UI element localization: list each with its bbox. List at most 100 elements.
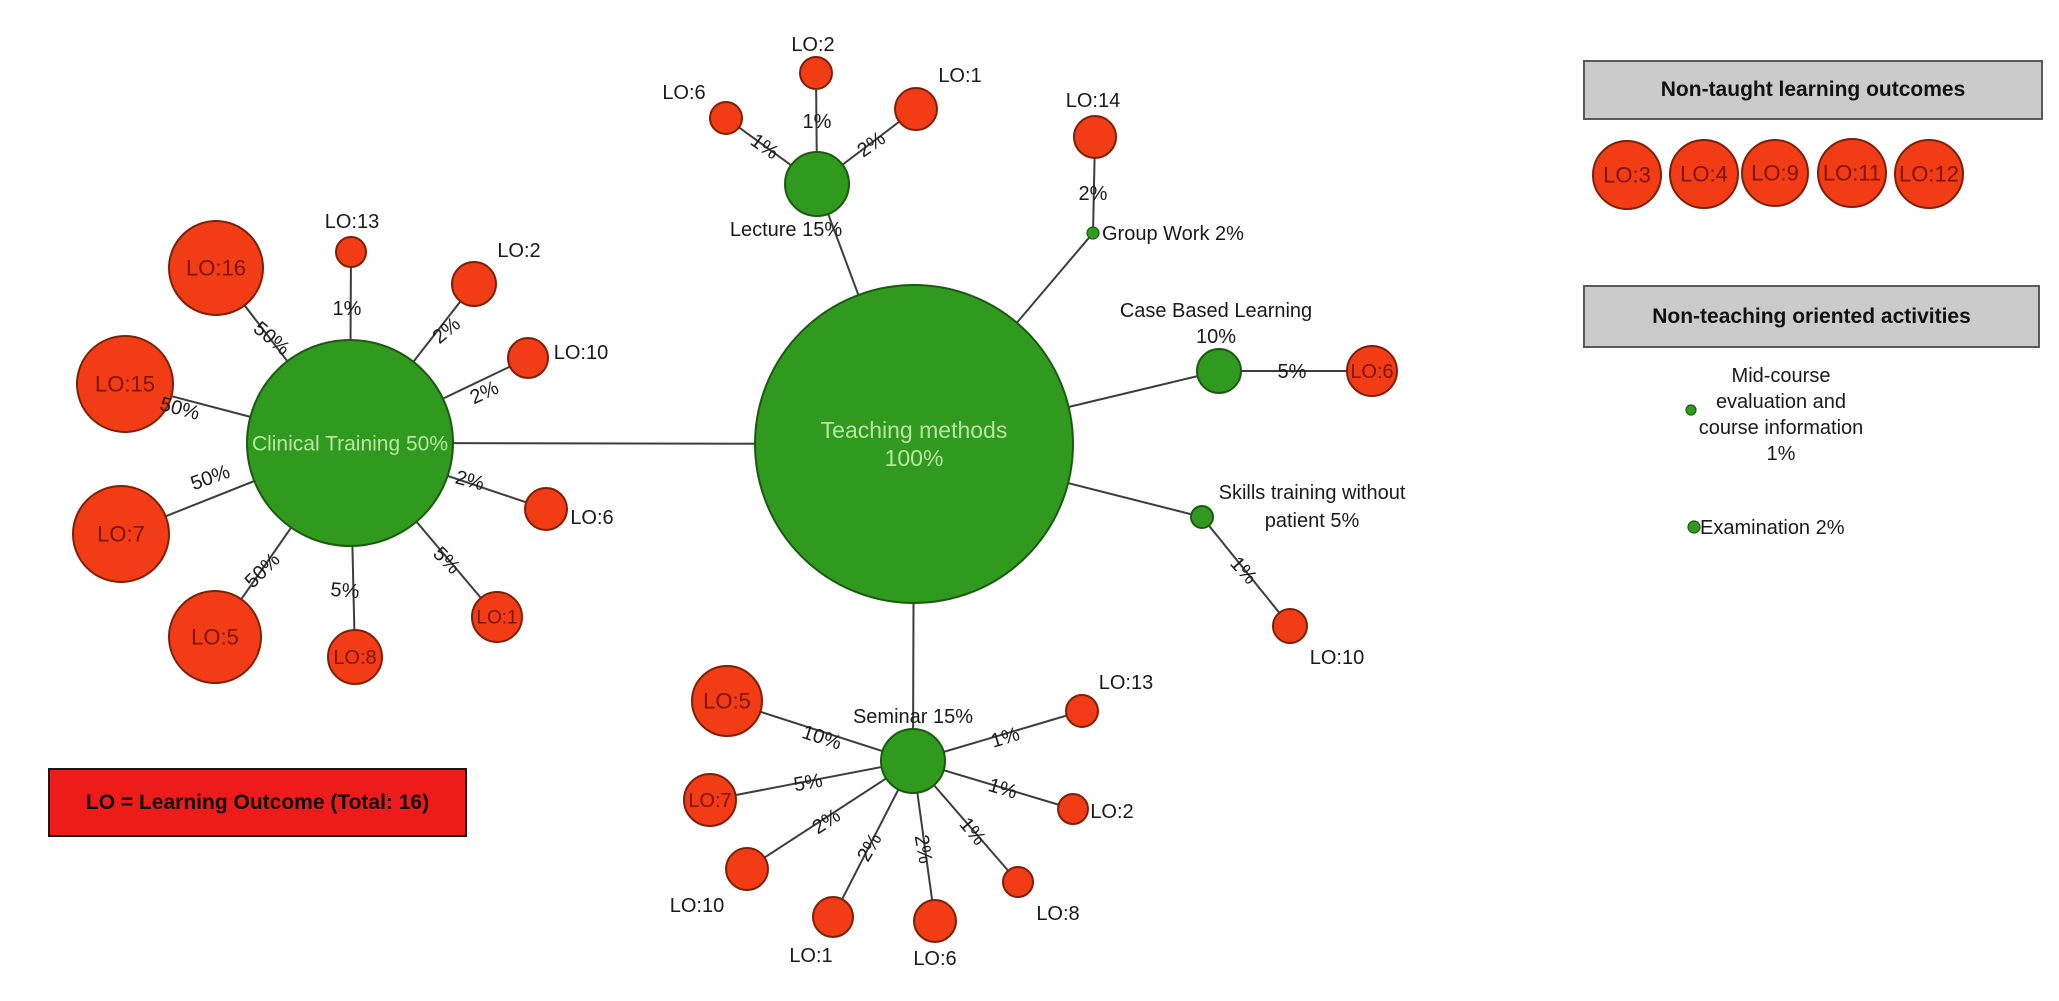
edge-label-seminar-se_lo13: 1%	[988, 723, 1022, 753]
node-se_lo10	[725, 847, 769, 891]
label-s_lo10: LO:10	[1310, 647, 1364, 669]
label-se_lo13: LO:13	[1099, 672, 1153, 694]
node-lecture	[784, 151, 850, 217]
node-clinical	[246, 339, 454, 547]
label-teaching-line1: 100%	[885, 445, 944, 471]
node-l_lo2	[799, 56, 833, 90]
label-c_lo5: LO:5	[191, 625, 239, 650]
labels-layer: 2%5%1%50%50%50%50% 5%5%1%2%2%2%1%1% 2%10%5…	[95, 34, 1959, 970]
edge-label-clinical-c_lo7: 50%	[188, 461, 233, 495]
edge-skills-s_lo10	[1201, 516, 1291, 627]
label-c_lo15: LO:15	[95, 372, 155, 397]
edge-seminar-se_lo10	[746, 760, 914, 870]
node-l_lo6	[709, 101, 743, 135]
label-skills-line0: Skills training without	[1219, 482, 1406, 504]
label-se_lo6: LO:6	[913, 948, 956, 970]
label-p_lo3: LO:3	[1603, 163, 1651, 188]
node-c_lo6	[524, 487, 568, 531]
node-cbl	[1196, 348, 1242, 394]
label-cb_lo6: LO:6	[1350, 361, 1393, 383]
edge-label-seminar-se_lo2: 1%	[986, 774, 1020, 804]
edge-label-groupwork-g_lo14: 2%	[1079, 183, 1108, 205]
node-skills	[1190, 505, 1214, 529]
node-c_lo15	[76, 335, 174, 433]
label-l_lo6: LO:6	[662, 82, 705, 104]
edge-label-seminar-se_lo6: 2%	[910, 833, 937, 866]
label-exam_dot: Examination 2%	[1700, 517, 1845, 539]
node-c_lo2	[451, 261, 497, 307]
node-teaching	[754, 284, 1074, 604]
node-p_lo3	[1592, 140, 1662, 210]
label-se_lo1: LO:1	[789, 945, 832, 967]
legend-box: LO = Learning Outcome (Total: 16)	[48, 768, 467, 837]
label-midcourse_dot-line1: evaluation and	[1716, 391, 1846, 413]
edge-label-clinical-c_lo10: 2%	[467, 377, 503, 409]
nodes-layer	[72, 56, 1964, 943]
label-se_lo8: LO:8	[1036, 903, 1079, 925]
edge-seminar-se_lo7	[709, 760, 914, 801]
label-c_lo6: LO:6	[570, 507, 613, 529]
label-p_lo11: LO:11	[1823, 161, 1881, 186]
label-p_lo9: LO:9	[1751, 161, 1799, 186]
node-g_lo14	[1073, 115, 1117, 159]
node-l_lo1	[894, 87, 938, 131]
edge-label-clinical-c_lo8: 5%	[330, 579, 361, 603]
node-p_lo4	[1669, 139, 1739, 209]
node-c_lo1	[471, 591, 523, 643]
node-c_lo10	[507, 337, 549, 379]
label-teaching-line0: Teaching methods	[821, 417, 1008, 443]
label-c_lo2: LO:2	[497, 240, 540, 262]
label-c_lo7: LO:7	[97, 522, 145, 547]
node-midcourse_dot	[1685, 404, 1697, 416]
node-cb_lo6	[1346, 345, 1398, 397]
label-se_lo2: LO:2	[1090, 801, 1133, 823]
label-c_lo13: LO:13	[325, 211, 379, 233]
label-se_lo7: LO:7	[688, 790, 731, 812]
label-p_lo4: LO:4	[1680, 162, 1728, 187]
label-c_lo8: LO:8	[333, 647, 376, 669]
node-c_lo5	[168, 590, 262, 684]
node-groupwork	[1086, 226, 1100, 240]
label-seminar: Seminar 15%	[853, 706, 973, 728]
edge-label-clinical-c_lo16: 50%	[249, 317, 294, 360]
edge-label-clinical-c_lo6: 2%	[453, 467, 487, 496]
node-c_lo8	[327, 629, 383, 685]
non-teaching-title: Non-teaching oriented activities	[1652, 304, 1971, 328]
label-se_lo5: LO:5	[703, 689, 751, 714]
non-taught-header: Non-taught learning outcomes	[1583, 60, 2043, 120]
node-c_lo13	[335, 236, 367, 268]
edge-label-seminar-se_lo7: 5%	[792, 770, 825, 797]
label-p_lo12: LO:12	[1899, 162, 1959, 187]
legend-text: LO = Learning Outcome (Total: 16)	[85, 790, 430, 814]
node-c_lo7	[72, 485, 170, 583]
node-p_lo11	[1817, 138, 1887, 208]
node-c_lo16	[168, 220, 264, 316]
label-g_lo14: LO:14	[1066, 90, 1120, 112]
edge-label-seminar-se_lo5: 10%	[799, 721, 844, 754]
label-c_lo16: LO:16	[186, 256, 246, 281]
edge-label-clinical-c_lo5: 50%	[241, 549, 285, 593]
label-midcourse_dot-line0: Mid-course	[1732, 365, 1831, 387]
node-exam_dot	[1687, 520, 1701, 534]
label-l_lo1: LO:1	[938, 65, 981, 87]
label-midcourse_dot-line2: course information	[1699, 417, 1864, 439]
edge-label-lecture-l_lo2: 1%	[803, 111, 832, 133]
node-se_lo8	[1002, 866, 1034, 898]
edge-label-clinical-c_lo15: 50%	[158, 393, 203, 425]
label-groupwork: Group Work 2%	[1102, 223, 1244, 245]
node-se_lo2	[1057, 793, 1089, 825]
node-se_lo13	[1065, 694, 1099, 728]
edge-label-clinical-c_lo13: 1%	[333, 298, 362, 320]
node-s_lo10	[1272, 608, 1308, 644]
label-se_lo10: LO:10	[670, 895, 724, 917]
label-skills-line1: patient 5%	[1265, 510, 1360, 532]
label-clinical: Clinical Training 50%	[252, 432, 448, 455]
node-se_lo5	[691, 665, 763, 737]
edge-label-cbl-cb_lo6: 5%	[1278, 361, 1307, 383]
label-c_lo1: LO:1	[476, 608, 517, 629]
node-p_lo12	[1894, 139, 1964, 209]
label-lecture: Lecture 15%	[730, 219, 843, 241]
label-cbl-line1: 10%	[1196, 326, 1236, 348]
